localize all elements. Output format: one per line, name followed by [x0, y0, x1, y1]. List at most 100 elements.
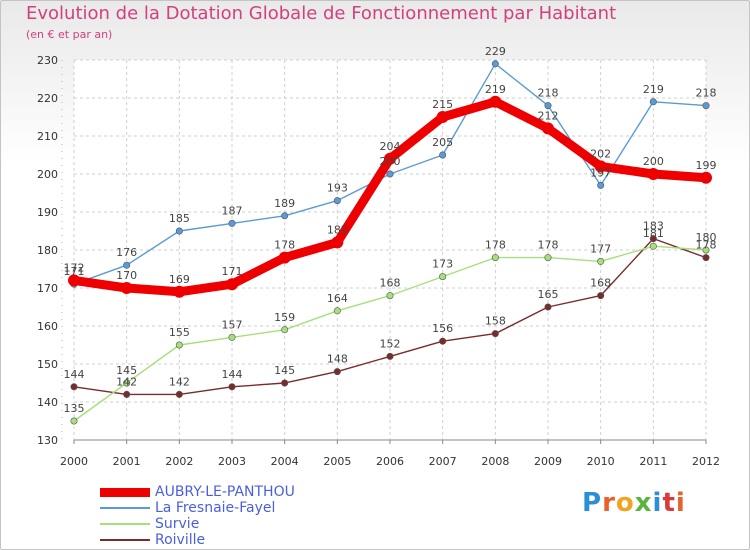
data-point-survie	[70, 417, 78, 425]
data-label-roiville: 144	[64, 368, 85, 381]
data-point-survie	[702, 246, 710, 254]
data-point-aubry-le-panthou	[542, 122, 554, 135]
data-point-roiville	[386, 352, 394, 360]
x-tick-label: 2001	[113, 455, 141, 468]
logo-letter: P	[582, 488, 603, 518]
legend-item: La Fresnaie-Fayel	[100, 500, 295, 516]
data-label-roiville: 142	[116, 375, 137, 388]
data-label-roiville: 148	[327, 353, 348, 366]
data-label-aubry-le-panthou: 200	[643, 155, 664, 168]
data-point-aubry-le-panthou	[331, 236, 344, 249]
data-point-la-fresnaie-fayel	[333, 197, 341, 205]
data-label-aubry-le-panthou: 171	[222, 265, 243, 278]
data-point-roiville	[281, 379, 289, 387]
data-label-roiville: 183	[643, 220, 664, 233]
x-tick-label: 2012	[692, 455, 720, 468]
data-point-roiville	[491, 330, 499, 338]
data-label-survie: 159	[274, 311, 295, 324]
data-label-survie: 155	[169, 326, 190, 339]
x-tick-label: 2003	[218, 455, 246, 468]
data-label-la-fresnaie-fayel: 219	[643, 83, 664, 96]
data-label-la-fresnaie-fayel: 218	[696, 87, 717, 100]
y-tick-label: 130	[37, 434, 58, 447]
x-tick-label: 2009	[534, 455, 562, 468]
logo-letter: i	[675, 488, 686, 518]
data-point-roiville	[702, 254, 710, 262]
x-tick-label: 2005	[323, 455, 351, 468]
x-tick-label: 2010	[587, 455, 615, 468]
data-point-survie	[228, 333, 236, 341]
legend-item: Roiville	[100, 532, 295, 548]
y-tick-label: 210	[37, 130, 58, 143]
legend-label: AUBRY-LE-PANTHOU	[155, 484, 295, 500]
data-point-la-fresnaie-fayel	[175, 227, 183, 235]
data-label-roiville: 142	[169, 375, 190, 388]
data-point-survie	[649, 242, 657, 250]
data-label-survie: 164	[327, 292, 348, 305]
chart-legend: AUBRY-LE-PANTHOU La Fresnaie-Fayel Survie R…	[100, 484, 295, 548]
data-point-roiville	[649, 235, 657, 243]
data-label-roiville: 168	[590, 277, 611, 290]
data-point-survie	[597, 257, 605, 265]
data-point-la-fresnaie-fayel	[702, 102, 710, 110]
data-label-aubry-le-panthou: 212	[538, 109, 559, 122]
data-label-la-fresnaie-fayel: 185	[169, 212, 190, 225]
data-point-aubry-le-panthou	[647, 168, 660, 180]
data-label-survie: 168	[380, 277, 401, 290]
data-label-roiville: 145	[274, 364, 295, 377]
x-tick-label: 2006	[376, 455, 404, 468]
data-label-survie: 173	[432, 258, 453, 271]
data-label-aubry-le-panthou: 178	[274, 239, 295, 252]
data-label-survie: 177	[590, 242, 611, 255]
data-point-survie	[491, 254, 499, 262]
data-point-survie	[281, 326, 289, 334]
data-point-aubry-le-panthou	[384, 152, 396, 165]
x-tick-label: 2000	[60, 455, 88, 468]
data-label-la-fresnaie-fayel: 205	[432, 136, 453, 149]
logo-letter: t	[662, 488, 676, 518]
data-point-la-fresnaie-fayel	[386, 170, 394, 178]
data-label-la-fresnaie-fayel: 200	[380, 155, 401, 168]
data-point-aubry-le-panthou	[278, 251, 291, 264]
data-point-la-fresnaie-fayel	[228, 219, 236, 227]
chart-subtitle: (en € et par an)	[26, 28, 113, 41]
x-tick-label: 2004	[271, 455, 299, 468]
data-label-aubry-le-panthou: 215	[432, 98, 453, 111]
data-label-aubry-le-panthou: 199	[696, 159, 717, 172]
data-label-roiville: 158	[485, 315, 506, 328]
y-tick-label: 230	[37, 54, 58, 67]
data-label-roiville: 144	[222, 368, 243, 381]
data-point-survie	[386, 292, 394, 300]
data-label-aubry-le-panthou: 170	[116, 269, 137, 282]
y-tick-label: 140	[37, 396, 58, 409]
data-label-la-fresnaie-fayel: 171	[64, 265, 85, 278]
chart-title: Evolution de la Dotation Globale de Fonc…	[26, 3, 617, 24]
data-label-aubry-le-panthou: 219	[485, 83, 506, 96]
data-point-roiville	[70, 383, 78, 391]
data-point-survie	[439, 273, 447, 281]
data-point-roiville	[175, 390, 183, 398]
data-label-aubry-le-panthou: 182	[327, 223, 348, 236]
data-point-aubry-le-panthou	[489, 95, 502, 108]
logo-letter: o	[615, 488, 635, 518]
y-tick-label: 180	[37, 244, 58, 257]
data-label-survie: 180	[696, 231, 717, 244]
data-point-aubry-le-panthou	[700, 171, 712, 184]
legend-item: AUBRY-LE-PANTHOU	[100, 484, 295, 500]
y-tick-label: 220	[37, 92, 58, 105]
legend-label: Survie	[155, 516, 200, 532]
data-label-survie: 157	[222, 318, 243, 331]
data-point-aubry-le-panthou	[68, 274, 80, 287]
data-point-roiville	[544, 303, 552, 311]
data-label-roiville: 152	[380, 337, 401, 350]
data-point-survie	[175, 341, 183, 349]
x-tick-label: 2007	[429, 455, 457, 468]
data-point-aubry-le-panthou	[120, 282, 133, 294]
legend-label: Roiville	[155, 532, 206, 548]
legend-label: La Fresnaie-Fayel	[155, 500, 276, 516]
data-point-aubry-le-panthou	[173, 285, 186, 298]
plot-area	[74, 60, 706, 440]
data-point-la-fresnaie-fayel	[281, 212, 289, 220]
data-label-la-fresnaie-fayel: 187	[222, 204, 243, 217]
y-tick-label: 170	[37, 282, 58, 295]
